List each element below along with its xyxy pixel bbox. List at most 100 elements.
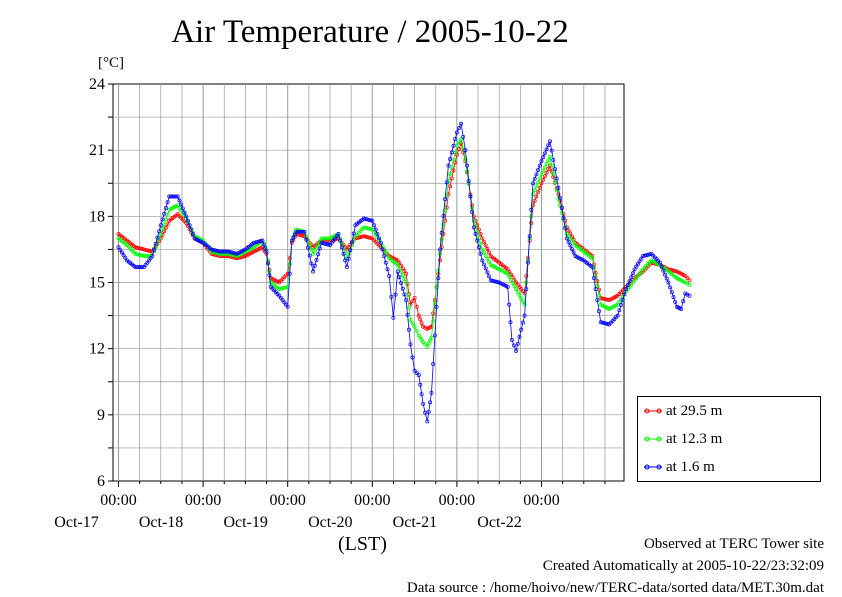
series-point-2 [671, 295, 676, 300]
series-point-2 [431, 362, 436, 367]
series-point-2 [160, 217, 165, 222]
series-point-2 [515, 341, 520, 346]
series-point-0 [416, 313, 421, 318]
series-point-2 [620, 297, 625, 302]
series-point-2 [666, 280, 671, 285]
series-point-0 [600, 296, 605, 301]
series-point-2 [267, 273, 272, 278]
series-point-0 [687, 278, 692, 283]
series-point-0 [412, 295, 417, 300]
series-point-2 [527, 234, 532, 239]
series-point-2 [189, 227, 194, 232]
series-point-1 [471, 218, 476, 223]
series-point-0 [285, 271, 290, 276]
series-point-1 [407, 305, 411, 310]
series-point-0 [141, 247, 146, 252]
series-point-2 [603, 321, 608, 326]
series-point-1 [175, 203, 180, 208]
series-point-2 [615, 313, 620, 318]
series-point-1 [414, 329, 419, 333]
series-point-2 [529, 207, 534, 212]
series-point-2 [416, 373, 421, 378]
series-point-2 [400, 286, 405, 291]
series-point-1 [514, 287, 519, 292]
series-point-2 [436, 276, 441, 281]
series-point-2 [180, 206, 185, 211]
series-point-0 [404, 271, 409, 276]
series-point-2 [291, 235, 296, 240]
series-point-2 [432, 333, 437, 338]
series-point-2 [522, 313, 527, 318]
series-point-2 [423, 410, 428, 415]
series-point-0 [685, 276, 690, 281]
series-point-1 [510, 280, 515, 285]
series-point-0 [457, 147, 461, 152]
series-point-2 [647, 252, 652, 257]
series-point-0 [453, 160, 458, 165]
series-point-0 [485, 247, 490, 251]
series-point-2 [306, 245, 310, 250]
series-point-2 [212, 248, 217, 253]
footer-data-source: Data source : /home/hoivo/new/TERC-data/… [406, 580, 824, 596]
series-point-2 [307, 253, 312, 258]
series-point-2 [260, 238, 265, 243]
series-point-2 [321, 241, 326, 246]
x-tick-label-date: Oct-17 [54, 514, 98, 531]
series-point-1 [372, 230, 376, 235]
y-tick-label: 15 [89, 275, 105, 292]
series-point-1 [311, 251, 316, 256]
series-point-2 [314, 258, 319, 262]
series-point-1 [282, 285, 287, 290]
series-point-2 [373, 227, 378, 232]
legend-swatch-29-5m [644, 408, 662, 414]
series-point-1 [531, 192, 535, 197]
legend: at 29.5 m at 12.3 m at 1.6 m [637, 396, 821, 482]
series-point-0 [542, 174, 547, 179]
series-point-2 [419, 392, 424, 397]
series-point-1 [542, 165, 547, 170]
series-point-2 [558, 195, 563, 200]
series-point-2 [568, 243, 573, 248]
series-point-2 [659, 264, 664, 269]
series-point-1 [559, 210, 564, 215]
series-point-1 [383, 250, 388, 255]
series-point-2 [184, 214, 189, 219]
series-point-0 [399, 263, 404, 268]
series-point-2 [311, 269, 316, 274]
x-tick-label-time: 00:00 [439, 492, 475, 509]
series-point-2 [661, 268, 666, 273]
series-line-0 [118, 142, 690, 330]
series-point-2 [495, 280, 500, 285]
series-point-2 [471, 225, 476, 230]
series-point-2 [190, 232, 195, 236]
series-point-2 [378, 240, 383, 245]
series-point-1 [434, 285, 439, 290]
series-point-2 [304, 237, 309, 242]
series-point-0 [140, 247, 145, 251]
series-point-2 [554, 176, 559, 181]
series-point-1 [595, 284, 600, 288]
series-point-0 [483, 243, 488, 248]
series-point-2 [421, 401, 426, 406]
series-point-2 [255, 239, 260, 244]
series-point-1 [483, 253, 488, 258]
x-axis-label: (LST) [338, 533, 387, 555]
series-point-0 [487, 250, 491, 255]
series-point-1 [480, 247, 485, 252]
series-point-0 [449, 176, 454, 181]
series-point-2 [625, 283, 630, 288]
series-point-2 [226, 249, 231, 254]
series-point-2 [531, 181, 535, 186]
series-point-2 [412, 368, 417, 373]
series-point-2 [174, 194, 178, 199]
series-point-1 [368, 227, 373, 232]
series-point-2 [150, 254, 155, 258]
series-point-2 [366, 217, 371, 222]
series-point-0 [429, 324, 434, 329]
series-point-1 [537, 176, 542, 181]
series-point-2 [619, 303, 623, 307]
series-point-2 [526, 260, 530, 265]
series-point-1 [551, 171, 556, 176]
series-point-2 [646, 252, 651, 257]
series-point-2 [365, 217, 370, 222]
